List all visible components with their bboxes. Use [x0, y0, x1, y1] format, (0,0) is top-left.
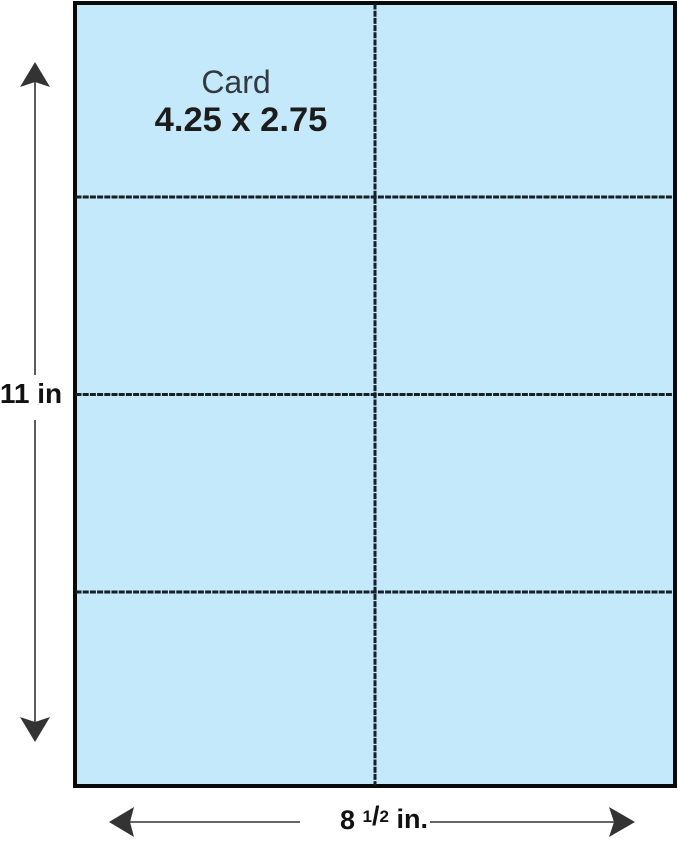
- svg-text:8 1/2 in.: 8 1/2 in.: [340, 801, 428, 835]
- svg-text:4.25 x 2.75: 4.25 x 2.75: [155, 101, 328, 139]
- svg-text:Card: Card: [201, 64, 270, 100]
- svg-text:11 in: 11 in: [0, 378, 62, 409]
